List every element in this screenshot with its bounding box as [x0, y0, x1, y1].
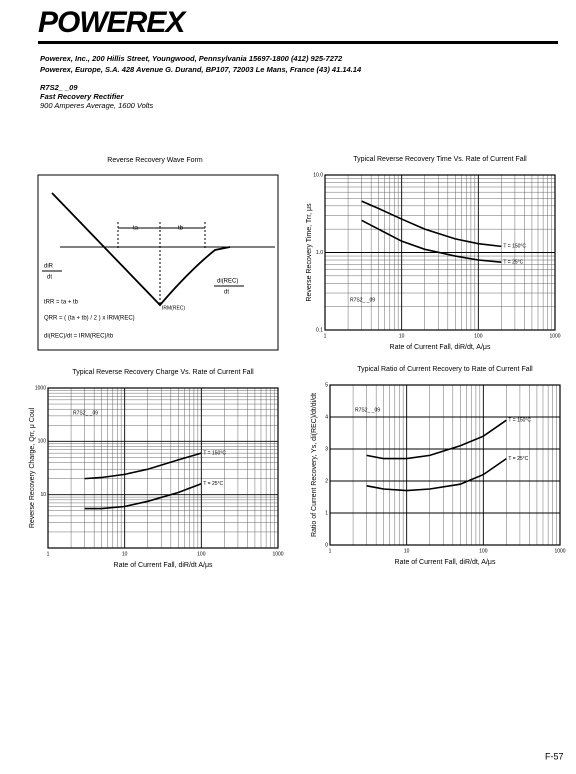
- waveform-frame: [37, 174, 279, 351]
- series-label: T = 25°C: [503, 260, 523, 266]
- y-tick-label: 1: [325, 510, 328, 516]
- x-tick-label: 100: [474, 333, 483, 339]
- x-tick-label: 1000: [554, 548, 565, 554]
- formula: tRR = ta + tb: [44, 300, 79, 306]
- x-tick-label: 1: [324, 333, 327, 339]
- series-label: T = 150°C: [203, 450, 226, 456]
- chart-title: Typical Reverse Recovery Charge Vs. Rate…: [72, 369, 254, 376]
- y-tick-label: 0.1: [316, 327, 323, 333]
- x-axis-label: Rate of Current Fall, diR/dt A/μs: [114, 562, 213, 569]
- formula: di(REC)/dt = IRM(REC)/tb: [44, 334, 114, 340]
- chart-title: Typical Ratio of Current Recovery to Rat…: [357, 366, 533, 373]
- x-tick-label: 1000: [549, 333, 560, 339]
- x-tick-label: 10: [404, 548, 410, 554]
- dt-label: dt: [224, 290, 229, 296]
- series-label: T = 150°C: [508, 418, 531, 424]
- tb-label: tb: [178, 226, 184, 232]
- y-tick-label: 0: [325, 542, 328, 548]
- waveform: Reverse Recovery Wave Form ta tb diR dt …: [37, 157, 279, 351]
- y-tick-label: 4: [325, 414, 328, 420]
- series-label: T = 25°C: [203, 481, 223, 487]
- rating: 900 Amperes Average, 1600 Volts: [40, 101, 154, 110]
- series-label: T = 150°C: [503, 244, 526, 250]
- chart-title: Typical Reverse Recovery Time Vs. Rate o…: [353, 156, 527, 163]
- y-tick-label: 10: [40, 492, 46, 498]
- y-tick-label: 10.0: [313, 172, 323, 178]
- plot-frame: [329, 384, 561, 546]
- series-line: [366, 457, 507, 492]
- dt-label: dt: [47, 275, 52, 281]
- series-line: [84, 452, 202, 480]
- series-label: T = 25°C: [508, 456, 528, 462]
- x-tick-label: 1: [47, 551, 50, 557]
- series-line: [84, 483, 202, 510]
- waveform-title: Reverse Recovery Wave Form: [107, 157, 203, 164]
- formula: QRR = ( (ta + tb) / 2 ) x IRM(REC): [44, 316, 135, 322]
- y-tick-label: 1000: [35, 385, 46, 391]
- irm-label: IRM(REC): [162, 305, 185, 311]
- di-label: diR: [44, 264, 54, 270]
- x-tick-label: 100: [479, 548, 488, 554]
- series-line: [366, 419, 507, 460]
- annotation: R7S2_ _09: [73, 410, 98, 416]
- x-axis-label: Rate of Current Fall, diR/dt, A/μs: [395, 559, 496, 566]
- address: Powerex, Europe, S.A. 428 Avenue G. Dura…: [40, 65, 362, 74]
- page-number: F-57: [545, 751, 564, 761]
- ta-label: ta: [133, 226, 139, 232]
- y-axis-label: Reverse Recovery Charge, Qrr, μ Coul: [29, 407, 36, 528]
- series-line: [361, 200, 502, 248]
- plot-frame: [47, 387, 279, 549]
- series-line: [361, 219, 502, 263]
- y-tick-label: 2: [325, 478, 328, 484]
- header-rule: [38, 41, 558, 44]
- x-tick-label: 10: [122, 551, 128, 557]
- y-tick-label: 3: [325, 446, 328, 452]
- waveform-curve: [51, 192, 231, 307]
- annotation: R7S2_ _09: [355, 407, 380, 413]
- y-tick-label: 1.0: [316, 250, 323, 256]
- x-axis-label: Rate of Current Fall, diR/dt, A/μs: [390, 344, 491, 351]
- x-tick-label: 1: [329, 548, 332, 554]
- y-axis-label: Ratio of Current Recovery, Ys, di(REC)/d…: [311, 393, 318, 537]
- address: Powerex, Inc., 200 Hillis Street, Youngw…: [40, 54, 343, 63]
- part-number: R7S2_ _09: [40, 83, 78, 92]
- direc-label: di(REC): [217, 279, 238, 285]
- x-tick-label: 1000: [272, 551, 283, 557]
- x-tick-label: 100: [197, 551, 206, 557]
- product-name: Fast Recovery Rectifier: [40, 92, 124, 101]
- y-tick-label: 5: [325, 382, 328, 388]
- annotation: R7S2_ _09: [350, 297, 375, 303]
- x-tick-label: 10: [399, 333, 405, 339]
- y-axis-label: Reverse Recovery Time, Trr, μs: [306, 203, 313, 302]
- logo: POWEREX: [38, 6, 187, 39]
- y-tick-label: 100: [38, 439, 47, 445]
- plot-frame: [324, 174, 556, 331]
